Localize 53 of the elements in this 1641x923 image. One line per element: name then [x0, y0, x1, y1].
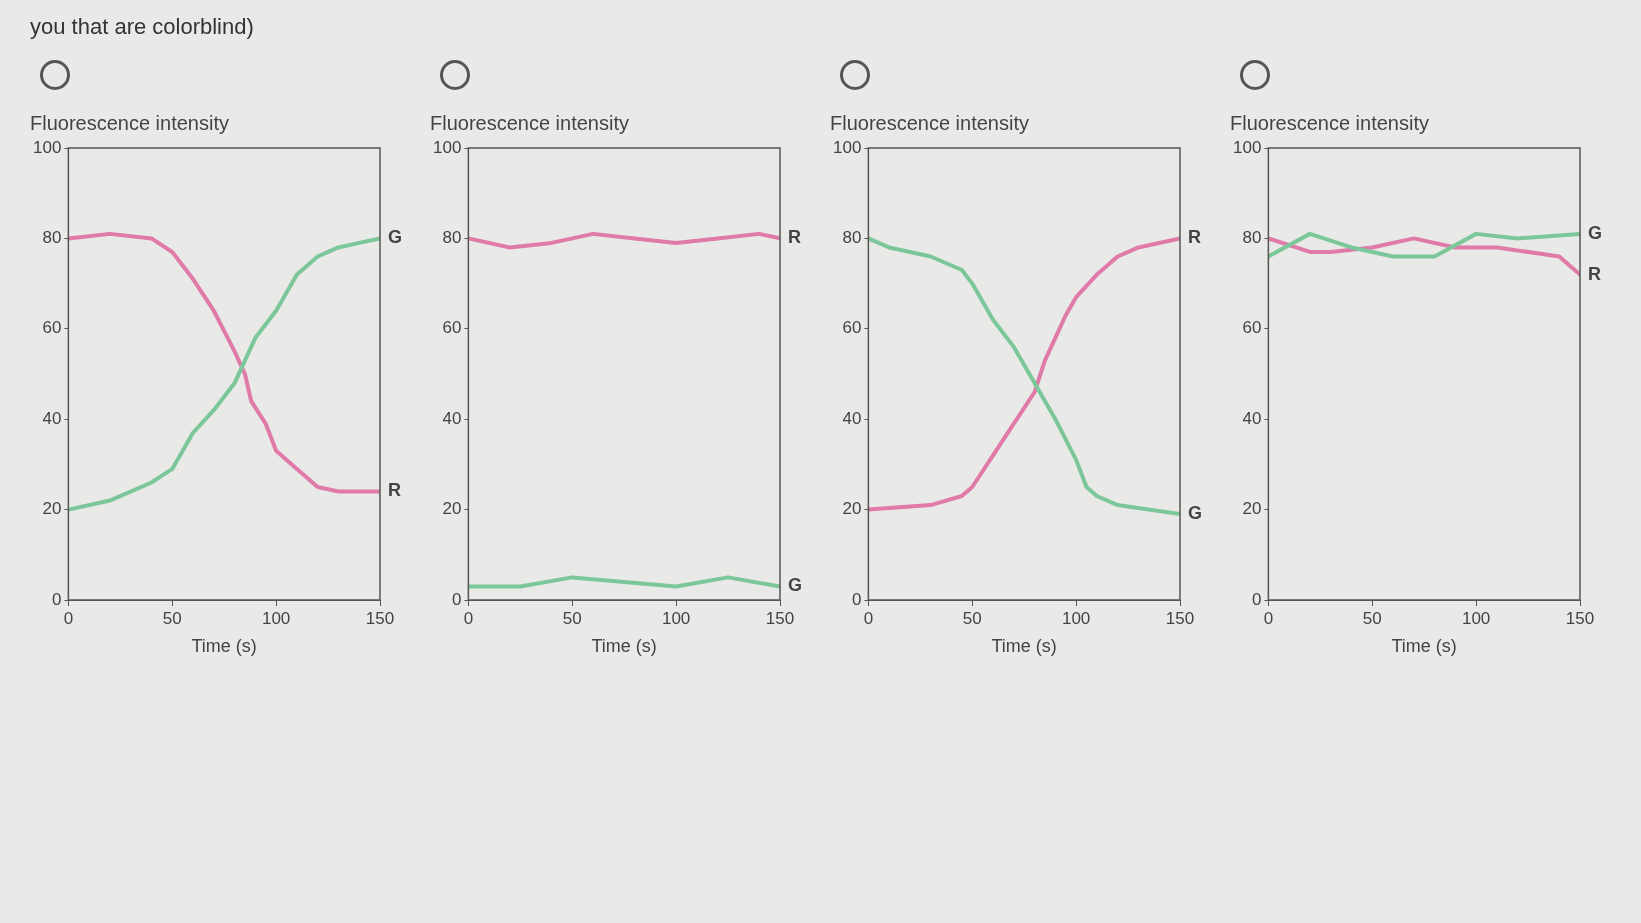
- x-tick-label: 50: [162, 608, 182, 628]
- y-tick-label: 0: [1251, 589, 1262, 609]
- x-tick-label: 100: [1461, 608, 1491, 628]
- y-tick-label: 40: [1242, 408, 1262, 428]
- x-tick-label: 50: [562, 608, 582, 628]
- x-tick-label: 50: [1362, 608, 1382, 628]
- y-tick-label: 100: [832, 137, 862, 157]
- series-label: G: [1188, 503, 1203, 524]
- y-tick-label: 80: [842, 228, 862, 248]
- x-tick-label: 50: [962, 608, 982, 628]
- text: you that are colorblind): [30, 14, 254, 40]
- x-tick-label: 150: [1565, 608, 1595, 628]
- x-tick-label: 150: [365, 608, 395, 628]
- y-tick-label: 80: [442, 228, 462, 248]
- y-axis-title: Fluorescence intensity: [430, 111, 629, 134]
- y-tick-label: 100: [432, 137, 462, 157]
- y-tick-label: 40: [442, 408, 462, 428]
- y-tick-label: 20: [842, 499, 862, 519]
- series-label: R: [788, 227, 801, 248]
- series-label: R: [1588, 263, 1601, 284]
- y-tick-label: 60: [1242, 318, 1262, 338]
- x-tick-label: 100: [261, 608, 291, 628]
- y-tick-label: 60: [42, 318, 62, 338]
- x-tick-label: 100: [1061, 608, 1091, 628]
- y-tick-label: 20: [1242, 499, 1262, 519]
- y-tick-label: 100: [32, 137, 62, 157]
- y-tick-label: 0: [851, 589, 862, 609]
- x-axis-title: Time (s): [1391, 636, 1457, 657]
- y-axis-title: Fluorescence intensity: [1230, 111, 1429, 134]
- y-tick-label: 0: [451, 589, 462, 609]
- y-tick-label: 40: [42, 408, 62, 428]
- y-tick-label: 100: [1232, 137, 1262, 157]
- y-axis-title: Fluorescence intensity: [830, 111, 1029, 134]
- series-label: G: [788, 575, 803, 596]
- y-axis-title: Fluorescence intensity: [30, 111, 229, 134]
- x-tick-label: 150: [1165, 608, 1195, 628]
- y-tick-label: 60: [442, 318, 462, 338]
- x-axis-title: Time (s): [591, 636, 657, 657]
- series-label: G: [388, 227, 403, 248]
- x-axis-title: Time (s): [191, 636, 257, 657]
- y-tick-label: 60: [842, 318, 862, 338]
- y-tick-label: 80: [1242, 228, 1262, 248]
- y-tick-label: 20: [42, 499, 62, 519]
- y-tick-label: 0: [51, 589, 62, 609]
- x-tick-label: 100: [661, 608, 691, 628]
- y-tick-label: 20: [442, 499, 462, 519]
- x-axis-title: Time (s): [991, 636, 1057, 657]
- series-label: R: [1188, 227, 1201, 248]
- y-tick-label: 80: [42, 228, 62, 248]
- y-tick-label: 40: [842, 408, 862, 428]
- x-tick-label: 150: [765, 608, 795, 628]
- series-label: G: [1588, 222, 1603, 243]
- series-label: R: [388, 480, 401, 501]
